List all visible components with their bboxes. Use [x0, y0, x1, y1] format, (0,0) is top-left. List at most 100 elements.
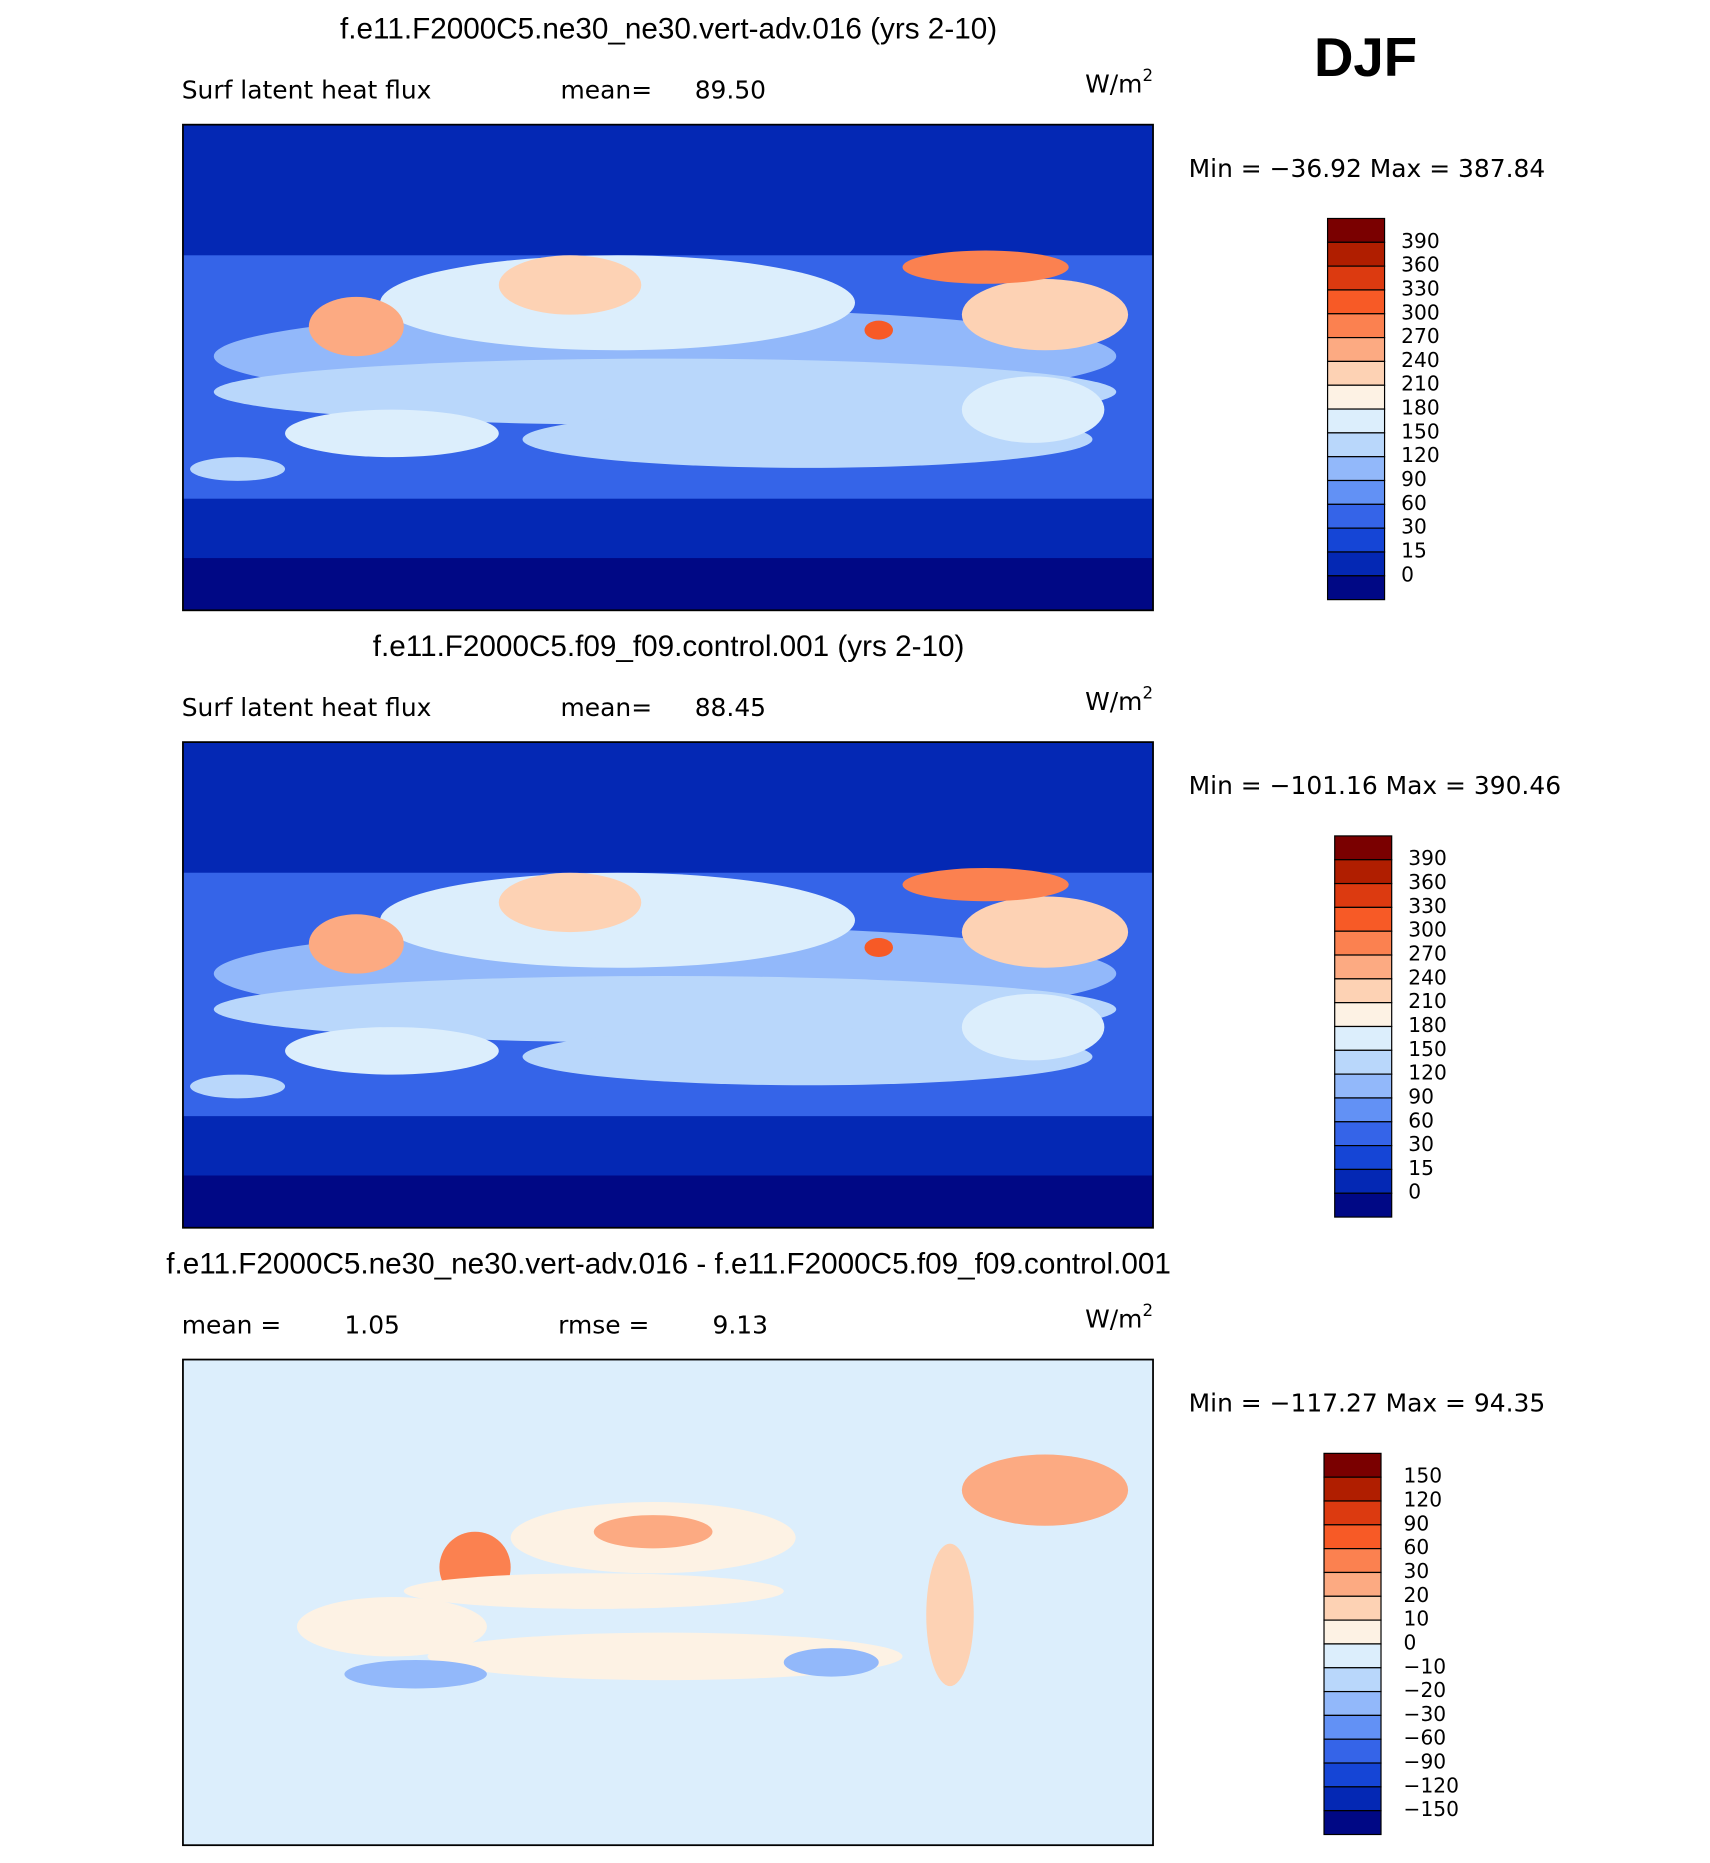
min-max: Min = −117.27 Max = 94.35: [1189, 1389, 1546, 1418]
field-blob: [427, 1632, 903, 1681]
panel-title: f.e11.F2000C5.ne30_ne30.vert-adv.016 (yr…: [340, 13, 997, 46]
map: [182, 124, 1154, 611]
north-band: [182, 742, 1154, 873]
panel-title: f.e11.F2000C5.ne30_ne30.vert-adv.016 - f…: [166, 1248, 1171, 1281]
colorbar-label: 120: [1408, 1061, 1447, 1085]
colorbar-box: [1323, 1476, 1382, 1502]
map-frame: [182, 123, 1154, 612]
colorbar-label: 90: [1401, 467, 1427, 491]
units-base: W/m: [1085, 69, 1142, 98]
colorbar-label: 150: [1408, 1037, 1447, 1061]
field-blob: [308, 296, 404, 357]
colorbar-label: 360: [1401, 253, 1440, 277]
colorbar-box: [1326, 313, 1386, 339]
colorbar-box: [1334, 1073, 1393, 1099]
stat-value: 1.05: [344, 1310, 400, 1339]
colorbar-box: [1334, 930, 1393, 956]
field-blob: [522, 410, 1093, 468]
colorbar-box: [1326, 432, 1386, 458]
colorbar-box: [1323, 1810, 1382, 1836]
panel-title: f.e11.F2000C5.f09_f09.control.001 (yrs 2…: [373, 630, 965, 663]
colorbar-box: [1334, 954, 1393, 980]
units-base: W/m: [1085, 1304, 1142, 1333]
colorbar-label: 150: [1401, 419, 1440, 443]
field-blob: [403, 1573, 784, 1609]
field-blob: [213, 976, 1117, 1043]
colorbar-box: [1334, 1049, 1393, 1075]
stat-label: mean =: [182, 1310, 281, 1339]
colorbar-label: 270: [1408, 942, 1447, 966]
colorbar-label: 300: [1401, 300, 1440, 324]
colorbar-label: 330: [1408, 894, 1447, 918]
colorbar-box: [1326, 384, 1386, 410]
colorbar-box: [1326, 217, 1386, 243]
colorbar-label: 20: [1404, 1583, 1430, 1607]
north-band: [182, 124, 1154, 256]
colorbar-label: 60: [1404, 1535, 1430, 1559]
stat-value: 9.13: [713, 1310, 768, 1339]
colorbar-label: 330: [1401, 276, 1440, 300]
map-frame: [182, 741, 1154, 1229]
colorbar-box: [1326, 503, 1386, 529]
units: W/m2: [1085, 1300, 1153, 1333]
colorbar-box: [1323, 1548, 1382, 1574]
units: W/m2: [1085, 683, 1153, 716]
field-blob: [190, 1074, 286, 1099]
colorbar-box: [1334, 1192, 1393, 1218]
colorbar-box: [1334, 882, 1393, 908]
field-blob: [296, 1597, 487, 1657]
colorbar-box: [1334, 835, 1393, 861]
colorbar-label: −20: [1404, 1678, 1447, 1702]
colorbar-box: [1326, 456, 1386, 482]
field-blob: [783, 1648, 879, 1677]
colorbar-box: [1326, 265, 1386, 291]
colorbar-box: [1334, 1121, 1393, 1147]
field-blob: [864, 938, 893, 958]
map-frame: [182, 1358, 1154, 1847]
units: W/m2: [1085, 65, 1153, 98]
field-blob: [285, 1027, 499, 1075]
colorbar-box: [1323, 1595, 1382, 1621]
colorbar-label: 240: [1401, 348, 1440, 372]
stat-label: mean=: [561, 75, 653, 104]
field-blob: [593, 1515, 713, 1549]
colorbar-label: 60: [1408, 1108, 1434, 1132]
colorbar-box: [1326, 479, 1386, 505]
colorbar-box: [1323, 1786, 1382, 1812]
variable-name: Surf latent heat flux: [182, 75, 432, 104]
colorbar-box: [1323, 1452, 1382, 1478]
map: [182, 742, 1154, 1228]
field-blob: [961, 1454, 1129, 1526]
colorbar-label: 0: [1408, 1180, 1421, 1204]
colorbar-box: [1326, 408, 1386, 434]
field-blob: [213, 358, 1117, 426]
colorbar-label: 10: [1404, 1607, 1430, 1631]
colorbar-box: [1326, 289, 1386, 315]
units-exponent: 2: [1142, 683, 1153, 702]
map: [182, 1359, 1154, 1846]
colorbar-box: [1323, 1667, 1382, 1693]
colorbar-box: [1334, 1097, 1393, 1123]
colorbar-label: 15: [1401, 538, 1427, 562]
colorbar-box: [1323, 1500, 1382, 1526]
field-blob: [308, 914, 404, 974]
colorbar-label: 90: [1404, 1511, 1430, 1535]
colorbar-box: [1334, 1168, 1393, 1194]
colorbar-box: [1326, 551, 1386, 577]
stat-value: 89.50: [695, 75, 766, 104]
stat-value: 88.45: [695, 693, 766, 722]
colorbar-label: 180: [1401, 396, 1440, 420]
colorbar-box: [1323, 1690, 1382, 1716]
colorbar-box: [1323, 1619, 1382, 1645]
colorbar-box: [1326, 336, 1386, 363]
colorbar-label: 0: [1404, 1630, 1417, 1654]
colorbar-box: [1323, 1571, 1382, 1597]
colorbar-label: 210: [1408, 989, 1447, 1013]
colorbar-label: 300: [1408, 918, 1447, 942]
colorbar-box: [1334, 906, 1393, 932]
colorbar-label: 270: [1401, 324, 1440, 348]
field-blob: [285, 409, 499, 458]
season-title: DJF: [1314, 27, 1417, 88]
colorbar-label: 150: [1404, 1464, 1443, 1488]
